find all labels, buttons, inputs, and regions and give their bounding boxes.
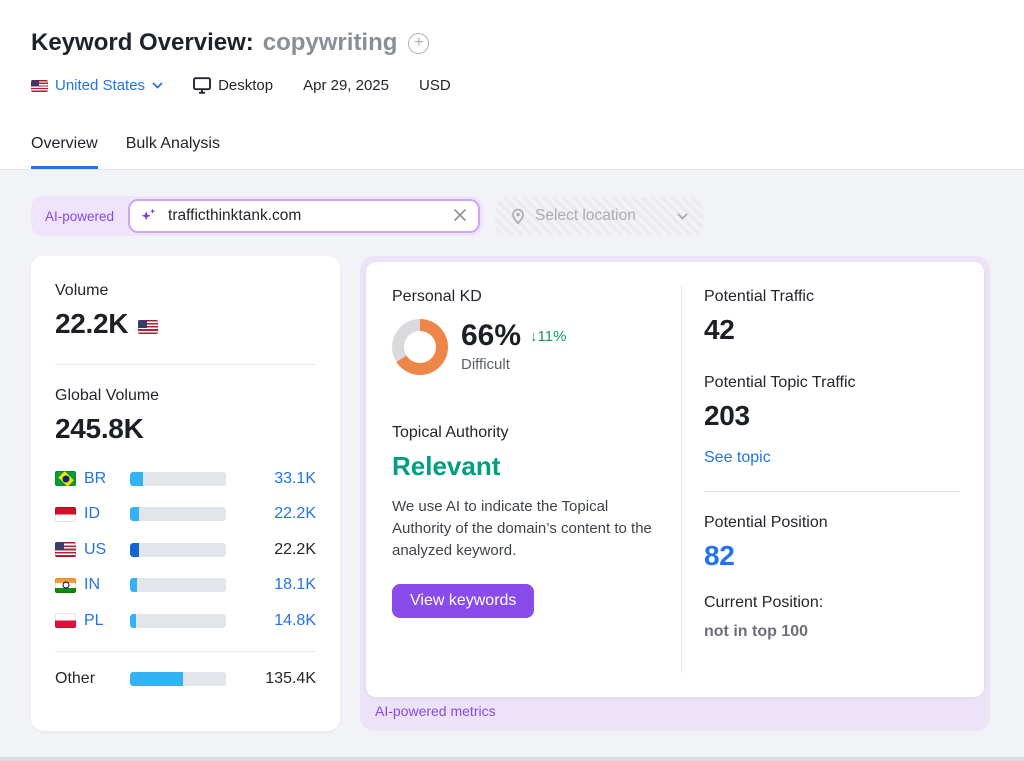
volume-share-bar: [130, 471, 226, 486]
device-indicator: Desktop: [193, 77, 273, 94]
topical-authority-value: Relevant: [392, 451, 501, 481]
us-flag-icon: [138, 320, 159, 334]
kd-donut-chart: [392, 319, 448, 375]
divider: [704, 491, 960, 492]
page-title: Keyword Overview: copywriting +: [31, 29, 430, 57]
see-topic-link[interactable]: See topic: [704, 449, 771, 466]
other-label: Other: [55, 670, 96, 688]
global-volume-label: Global Volume: [55, 387, 160, 404]
desktop-icon: [193, 77, 212, 94]
potential-topic-traffic-label: Potential Topic Traffic: [704, 374, 856, 391]
country-volume-value[interactable]: 22.2K: [274, 505, 316, 523]
database-selector[interactable]: United States: [31, 77, 163, 94]
in-flag-icon: [55, 577, 76, 593]
personal-kd-section: Personal KD 66% ↓11% Difficult Topical A…: [392, 288, 680, 618]
current-position-label: Current Position:: [704, 594, 824, 611]
personal-kd-label: Personal KD: [392, 288, 482, 305]
report-settings-bar: United States Desktop Apr 29, 2025 USD: [31, 77, 481, 94]
vertical-divider: [681, 286, 682, 673]
country-volume-value[interactable]: 33.1K: [274, 469, 316, 487]
ai-sparkles-icon: [141, 208, 156, 221]
ai-powered-metrics-badge: AI-powered metrics: [375, 703, 496, 719]
pl-flag-icon: [55, 613, 76, 629]
date-indicator: Apr 29, 2025: [303, 77, 389, 94]
country-row: IN 18.1K: [55, 568, 316, 604]
country-row: PL 14.8K: [55, 603, 316, 639]
other-volume-value: 135.4K: [265, 670, 316, 688]
ai-powered-input-group: AI-powered: [31, 196, 484, 236]
location-selector[interactable]: Select location: [495, 197, 704, 235]
country-volume-value: 22.2K: [274, 540, 316, 558]
country-row: ID 22.2K: [55, 497, 316, 533]
other-share-bar: [130, 672, 226, 687]
ai-metrics-card: Personal KD 66% ↓11% Difficult Topical A…: [366, 262, 984, 697]
country-row: BR 33.1K: [55, 461, 316, 497]
kd-change-badge: ↓11%: [530, 327, 567, 345]
country-list: BR 33.1K ID 22.2K US 22.2K IN 18.1K PL 1…: [55, 461, 316, 639]
global-volume-value: 245.8K: [55, 413, 144, 444]
country-volume-value[interactable]: 18.1K: [274, 576, 316, 594]
volume-card: Volume 22.2K Global Volume 245.8K BR 33.…: [31, 256, 340, 731]
volume-share-bar: [130, 578, 226, 593]
country-code-link[interactable]: PL: [84, 611, 104, 629]
domain-input-wrap: [128, 199, 481, 233]
country-code-link[interactable]: US: [84, 540, 107, 558]
id-flag-icon: [55, 506, 76, 522]
page-title-text: Keyword Overview:: [31, 29, 254, 56]
add-keyword-icon[interactable]: +: [408, 32, 430, 54]
keyword-text: copywriting: [262, 29, 398, 56]
br-flag-icon: [55, 471, 76, 487]
divider: [55, 364, 316, 365]
device-label: Desktop: [218, 77, 274, 94]
us-flag-icon: [31, 79, 48, 92]
tab-bar: Overview Bulk Analysis: [31, 135, 220, 169]
volume-share-bar: [130, 542, 226, 557]
chevron-down-icon: [152, 82, 163, 89]
date-label: Apr 29, 2025: [303, 77, 389, 94]
country-code-link[interactable]: ID: [84, 505, 100, 523]
currency-label: USD: [419, 77, 451, 94]
tab-overview[interactable]: Overview: [31, 135, 98, 169]
search-bar: AI-powered Select location: [31, 196, 704, 236]
divider: [55, 650, 316, 652]
kd-difficulty-label: Difficult: [461, 356, 510, 373]
domain-input[interactable]: [128, 199, 481, 233]
country-volume-value[interactable]: 14.8K: [274, 611, 316, 629]
volume-share-bar: [130, 613, 226, 628]
us-flag-icon: [55, 542, 76, 558]
potential-position-value: 82: [704, 540, 735, 571]
page-bottom-edge: [0, 757, 1024, 761]
other-volume-row: Other 135.4K: [55, 662, 316, 698]
ai-metrics-panel: Personal KD 66% ↓11% Difficult Topical A…: [360, 256, 990, 731]
potential-position-label: Potential Position: [704, 514, 828, 531]
kd-value: 66%: [461, 319, 522, 352]
volume-value: 22.2K: [55, 308, 129, 339]
ai-powered-badge: AI-powered: [45, 208, 115, 224]
currency-indicator: USD: [419, 77, 451, 94]
database-label: United States: [55, 77, 146, 94]
country-row: US 22.2K: [55, 532, 316, 568]
potential-traffic-value: 42: [704, 314, 735, 345]
header: [0, 0, 1024, 170]
volume-share-bar: [130, 507, 226, 522]
view-keywords-button[interactable]: View keywords: [392, 584, 535, 618]
country-code-link[interactable]: BR: [84, 469, 107, 487]
current-position-value: not in top 100: [704, 623, 808, 640]
country-code-link[interactable]: IN: [84, 576, 100, 594]
location-pin-icon: [512, 208, 524, 224]
clear-input-icon[interactable]: [453, 208, 467, 222]
topical-authority-description: We use AI to indicate the Topical Author…: [392, 498, 652, 559]
potential-traffic-label: Potential Traffic: [704, 288, 814, 305]
potential-topic-traffic-value: 203: [704, 400, 750, 431]
potential-metrics-section: Potential Traffic 42 Potential Topic Tra…: [704, 288, 960, 641]
volume-label: Volume: [55, 282, 109, 299]
chevron-down-icon: [677, 213, 688, 219]
topical-authority-label: Topical Authority: [392, 424, 509, 441]
location-placeholder: Select location: [535, 207, 636, 224]
tab-bulk-analysis[interactable]: Bulk Analysis: [125, 135, 220, 152]
